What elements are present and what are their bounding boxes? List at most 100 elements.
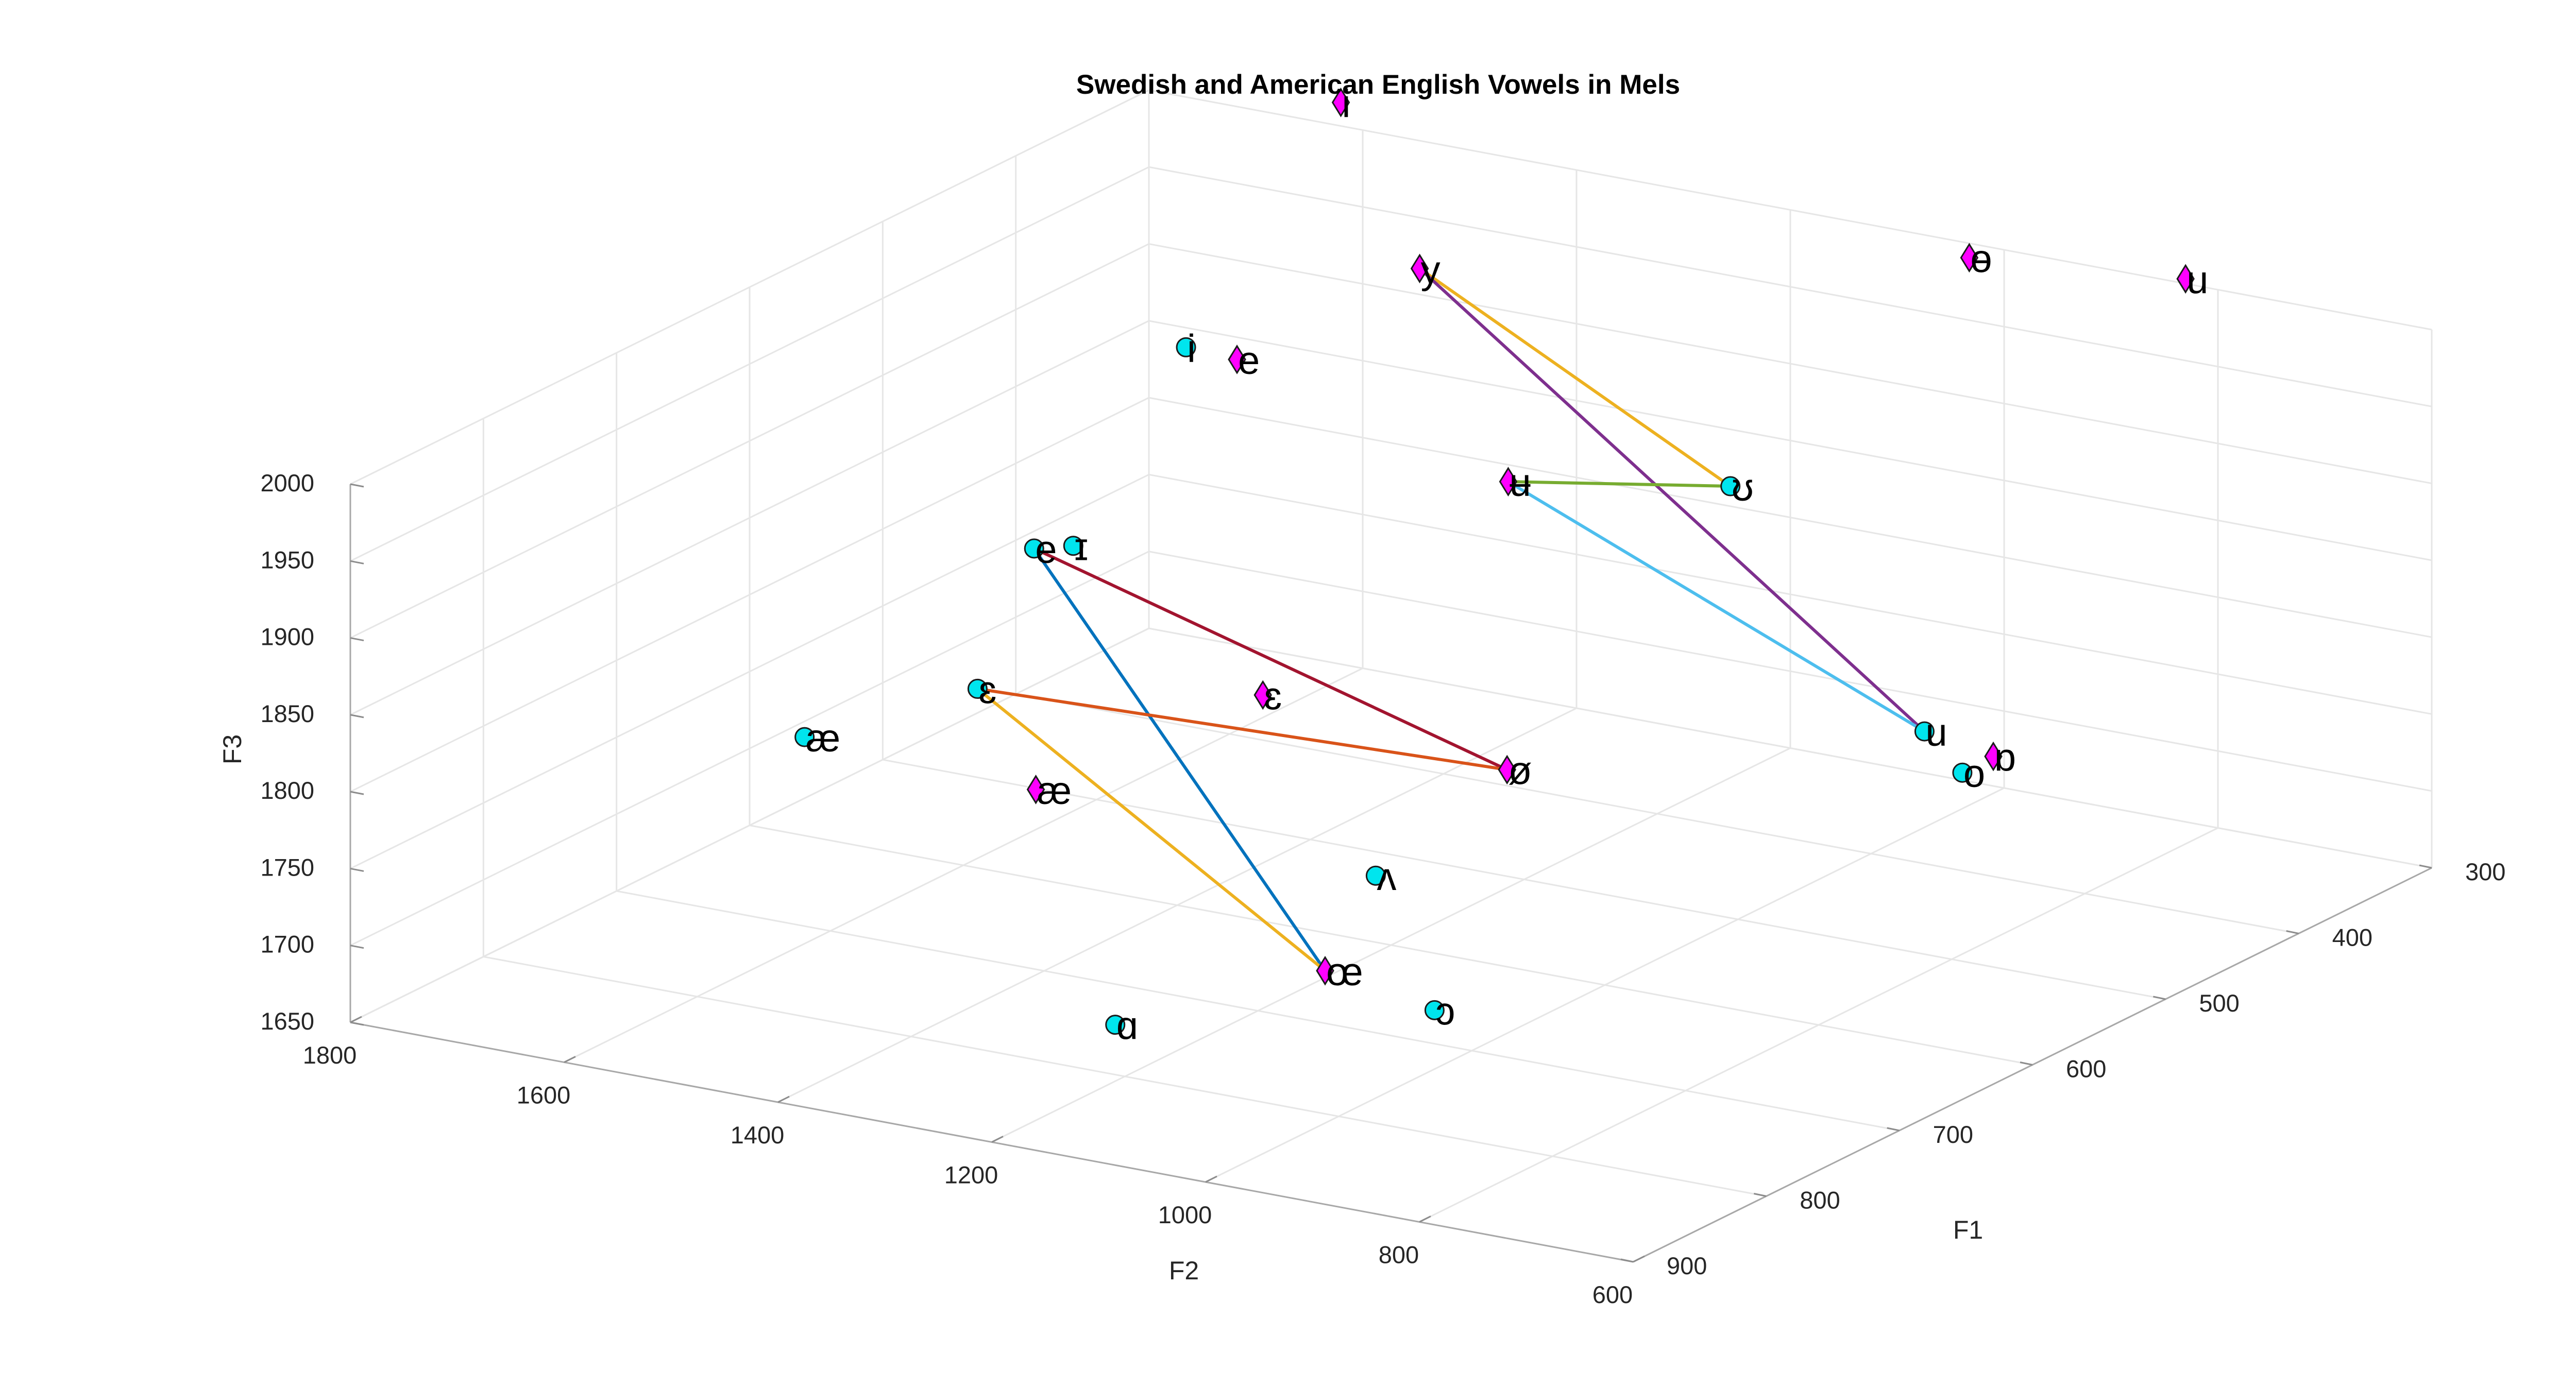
y-tick-label: 500 bbox=[2199, 989, 2239, 1017]
vowel-label: i bbox=[1342, 82, 1351, 126]
y-tick-label: 700 bbox=[1933, 1121, 1973, 1148]
circle-marker bbox=[1176, 337, 1196, 357]
x-tick-label: 1200 bbox=[944, 1161, 998, 1189]
vowel-label: ø bbox=[1508, 749, 1532, 793]
diamond-marker bbox=[2176, 264, 2195, 294]
gridline bbox=[350, 320, 1149, 716]
x-axis-label: F2 bbox=[1169, 1256, 1199, 1285]
z-tick bbox=[350, 714, 364, 718]
vowel-label: ʊ bbox=[1732, 466, 1754, 509]
gridline bbox=[616, 890, 1900, 1132]
circle-marker bbox=[1024, 538, 1044, 559]
connection-line bbox=[1418, 267, 1732, 488]
vowel-label: ɪ bbox=[1074, 525, 1088, 569]
x-tick-label: 800 bbox=[1379, 1241, 1419, 1269]
gridline bbox=[350, 243, 1149, 639]
z-tick-label: 1800 bbox=[260, 777, 314, 804]
z-tick-label: 1700 bbox=[260, 931, 314, 958]
gridline bbox=[1015, 693, 2299, 934]
y-tick-label: 900 bbox=[1667, 1252, 1707, 1279]
y-tick bbox=[2286, 930, 2299, 934]
gridline bbox=[1148, 473, 2432, 715]
gridline bbox=[350, 551, 1149, 947]
connection-line bbox=[1418, 267, 1926, 733]
x-tick bbox=[991, 1136, 1004, 1143]
circle-marker bbox=[1063, 536, 1083, 556]
z-tick-label: 1650 bbox=[260, 1007, 314, 1035]
z-tick-label: 1750 bbox=[260, 853, 314, 881]
connection-line bbox=[1508, 480, 1731, 488]
circle-marker bbox=[794, 727, 815, 747]
y-tick-label: 400 bbox=[2332, 924, 2372, 951]
z-tick-label: 1850 bbox=[260, 700, 314, 727]
x-tick-label: 1600 bbox=[517, 1082, 571, 1109]
circle-marker bbox=[1720, 476, 1741, 496]
y-tick bbox=[2020, 1061, 2033, 1066]
circle-marker bbox=[1914, 721, 1935, 742]
y-axis-label: F1 bbox=[1953, 1215, 1983, 1244]
z-tick bbox=[350, 1021, 364, 1026]
vowel-label: e bbox=[1238, 339, 1260, 383]
circle-marker bbox=[1952, 762, 1973, 783]
x-tick bbox=[350, 1016, 362, 1023]
vowel-label: ʌ bbox=[1377, 855, 1396, 899]
circle-marker bbox=[1424, 1000, 1445, 1020]
gridline bbox=[483, 956, 1767, 1197]
z-tick-label: 1900 bbox=[260, 623, 314, 650]
diamond-marker bbox=[1498, 755, 1516, 785]
z-tick bbox=[350, 637, 364, 642]
x-tick bbox=[564, 1056, 576, 1063]
y-tick-label: 300 bbox=[2465, 858, 2505, 885]
vowel-label: ɵ bbox=[1970, 237, 1992, 281]
connection-line bbox=[976, 688, 1326, 972]
vowel-label: ɒ bbox=[1994, 736, 2016, 780]
x-tick-label: 1800 bbox=[303, 1041, 357, 1069]
gridline bbox=[1148, 243, 2432, 485]
connection-line bbox=[977, 687, 1507, 772]
gridline bbox=[350, 166, 1149, 562]
y-tick bbox=[2419, 864, 2432, 869]
z-tick bbox=[350, 560, 364, 564]
y-tick-label: 600 bbox=[2066, 1055, 2106, 1083]
z-tick bbox=[350, 791, 364, 795]
z-tick bbox=[350, 867, 364, 872]
vowel-label: y bbox=[1421, 248, 1440, 292]
gridline bbox=[1148, 397, 2432, 638]
diamond-marker bbox=[1316, 955, 1334, 986]
vowel-label: ɛ bbox=[978, 668, 996, 712]
circle-marker bbox=[1365, 865, 1386, 886]
chart-title: Swedish and American English Vowels in M… bbox=[1076, 70, 1680, 100]
gridline bbox=[350, 89, 1149, 485]
y-tick bbox=[1887, 1127, 1900, 1132]
diamond-marker bbox=[1984, 741, 2003, 772]
connection-line bbox=[1033, 547, 1508, 772]
x-tick-label: 1000 bbox=[1158, 1201, 1212, 1228]
x-tick-label: 600 bbox=[1592, 1281, 1633, 1308]
vowel-label: ʉ bbox=[1509, 461, 1531, 505]
x-tick bbox=[1205, 1175, 1217, 1183]
gridline bbox=[350, 474, 1149, 869]
gridline bbox=[350, 397, 1149, 793]
x-tick bbox=[1633, 1255, 1645, 1263]
gridline bbox=[1148, 320, 2432, 561]
y-tick bbox=[2153, 996, 2166, 1000]
diamond-marker bbox=[1331, 87, 1350, 117]
gridline bbox=[1148, 627, 2432, 869]
vowel-label: æ bbox=[806, 716, 841, 760]
vowel-label: u bbox=[2187, 258, 2208, 302]
z-tick bbox=[350, 945, 364, 949]
vowel-label: œ bbox=[1326, 950, 1363, 994]
diamond-marker bbox=[1499, 467, 1518, 497]
z-tick bbox=[350, 483, 364, 488]
vowel-label: i bbox=[1187, 327, 1196, 370]
y-tick bbox=[1754, 1193, 1767, 1197]
diamond-marker bbox=[1253, 680, 1272, 710]
z-tick-label: 2000 bbox=[260, 469, 314, 496]
y-tick-label: 800 bbox=[1800, 1187, 1840, 1214]
vowel-label: ɑ bbox=[1116, 1004, 1138, 1048]
diamond-marker bbox=[1026, 774, 1045, 804]
diamond-marker bbox=[1228, 345, 1246, 374]
gridline bbox=[883, 759, 2166, 1000]
